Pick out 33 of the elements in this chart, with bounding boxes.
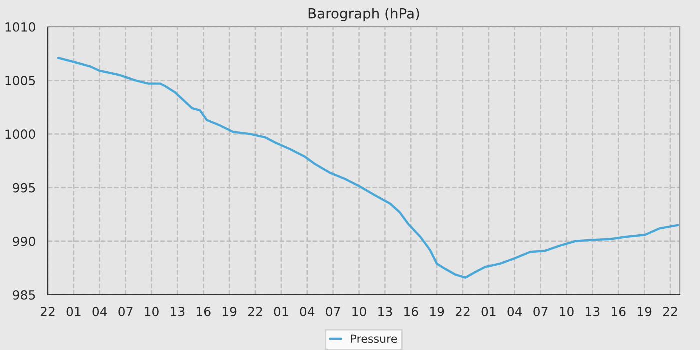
x-tick-label: 22: [248, 307, 262, 316]
y-tick-label: 995: [13, 183, 36, 193]
x-tick-label: 04: [300, 307, 315, 316]
x-tick-label: 10: [352, 307, 366, 316]
y-tick-label: 985: [13, 290, 36, 300]
y-tick-label: 990: [13, 236, 36, 246]
chart-title: Barograph (hPa): [308, 8, 420, 22]
x-tick-label: 10: [560, 307, 574, 316]
x-tick-label: 01: [482, 307, 496, 316]
x-tick-label: 16: [612, 307, 626, 316]
x-tick-label: 22: [456, 307, 470, 316]
x-tick-label: 07: [326, 307, 340, 316]
x-tick-label: 19: [638, 307, 652, 316]
x-tick-label: 19: [222, 307, 237, 316]
x-tick-label: 22: [40, 307, 55, 316]
x-tick-label: 07: [118, 307, 133, 316]
x-tick-label: 13: [586, 307, 600, 316]
x-tick-label: 01: [66, 307, 81, 316]
x-tick-label: 22: [663, 307, 678, 316]
x-tick-label: 07: [534, 307, 548, 316]
legend-label: Pressure: [351, 334, 398, 344]
y-tick-label: 1000: [6, 130, 36, 140]
x-tick-label: 16: [197, 307, 211, 316]
x-tick-label: 10: [145, 307, 159, 316]
x-tick-label: 13: [378, 307, 392, 316]
x-tick-label: 01: [274, 307, 288, 316]
x-tick-label: 16: [404, 307, 418, 316]
y-tick-label: 1010: [6, 22, 36, 32]
y-tick-label: 1005: [6, 76, 36, 86]
x-tick-label: 04: [92, 307, 108, 316]
x-tick-label: 19: [430, 307, 444, 316]
x-tick-label: 13: [171, 307, 185, 316]
x-tick-label: 04: [508, 307, 522, 316]
